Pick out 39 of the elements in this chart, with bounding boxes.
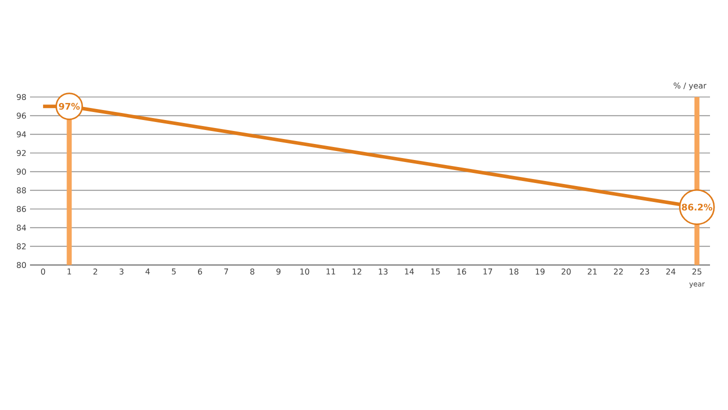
y-tick-label: 88: [16, 187, 26, 194]
x-tick-label: 24: [666, 268, 676, 274]
y-tick-label: 86: [16, 206, 26, 212]
y-tick-label: 80: [16, 262, 26, 268]
x-tick-label: 19: [536, 268, 545, 275]
x-tick-label: 0: [41, 268, 46, 275]
x-tick-label: 9: [276, 268, 280, 275]
x-tick-label: 11: [326, 268, 336, 274]
x-tick-label: 3: [120, 268, 124, 275]
x-tick-label: 2: [93, 268, 98, 274]
x-tick-label: 4: [146, 268, 150, 274]
x-tick-label: 22: [614, 268, 623, 274]
x-tick-label: 21: [588, 268, 597, 274]
x-tick-label: 18: [510, 268, 518, 275]
x-tick-label: 5: [172, 268, 176, 274]
x-tick-label: 6: [198, 268, 202, 275]
x-tick-label: 13: [378, 268, 388, 275]
x-tick-label: 7: [224, 268, 228, 274]
y-tick-label: 92: [16, 150, 26, 156]
x-tick-label: 17: [483, 268, 492, 274]
y-tick-label: 82: [16, 243, 26, 250]
y-axis-title: % / year: [674, 82, 706, 90]
x-tick-label: 12: [352, 268, 362, 274]
x-tick-label: 1: [68, 268, 72, 274]
x-tick-label: 15: [431, 268, 440, 274]
x-tick-label: 14: [405, 268, 414, 274]
y-tick-label: 84: [16, 224, 26, 231]
y-tick-label: 90: [16, 168, 26, 175]
y-tick-label: 98: [16, 94, 26, 100]
x-tick-label: 20: [562, 268, 571, 275]
x-tick-label: 23: [640, 268, 650, 275]
x-tick-label: 10: [300, 268, 310, 275]
annotation: 86.2%: [682, 204, 712, 211]
x-tick-label: 8: [250, 268, 254, 275]
x-tick-label: 25: [692, 268, 702, 275]
y-tick-label: 96: [16, 112, 26, 119]
y-tick-label: 94: [16, 131, 26, 138]
annotation: 97%: [58, 102, 80, 110]
x-tick-label: 16: [457, 268, 466, 275]
